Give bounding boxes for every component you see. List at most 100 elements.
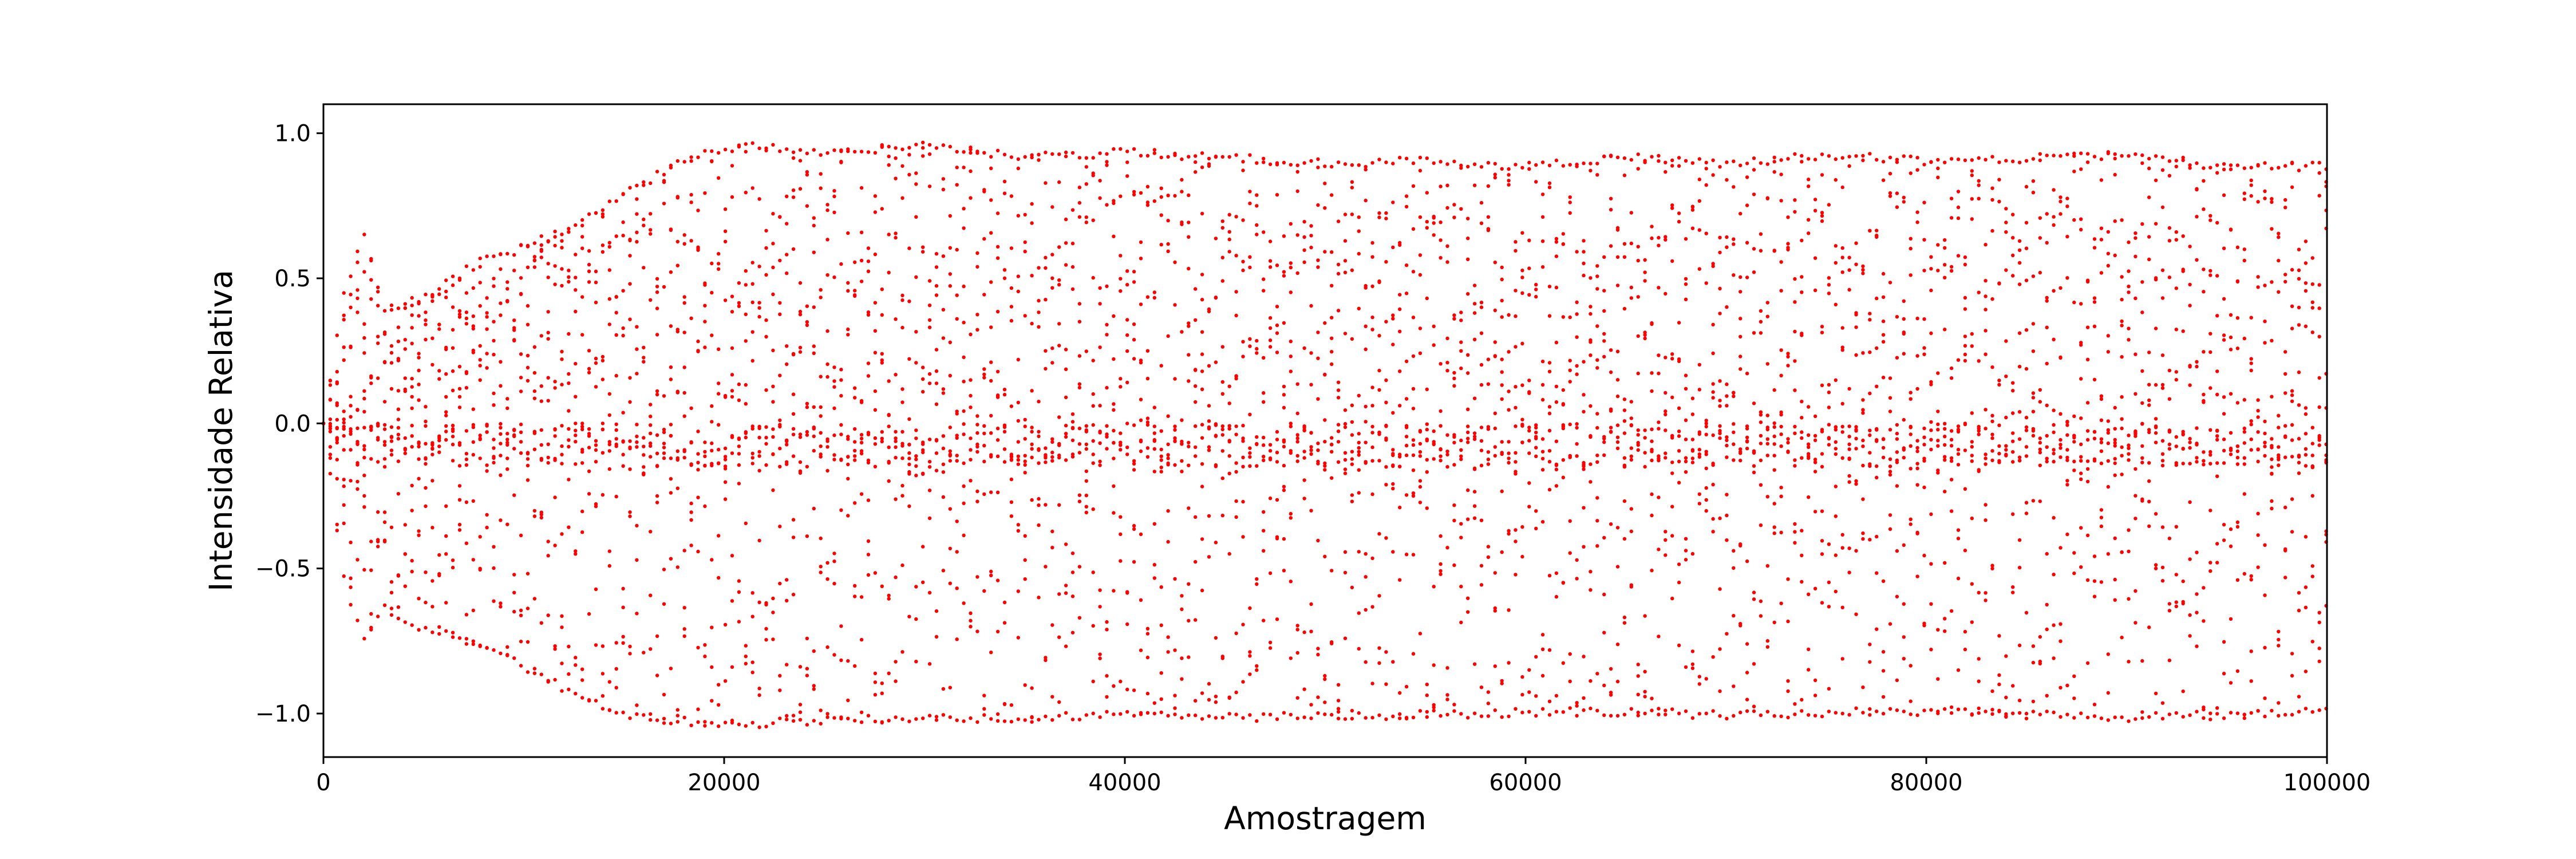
data-point-4892 xyxy=(2283,273,2287,277)
data-point-1345 xyxy=(859,637,864,642)
data-point-3302 xyxy=(1643,336,1647,341)
data-point-4181 xyxy=(1997,199,2001,204)
data-point-130 xyxy=(376,290,380,294)
data-point-4824 xyxy=(2256,164,2260,168)
data-point-3402 xyxy=(1684,549,1688,553)
data-point-4131 xyxy=(1977,590,1981,595)
data-point-3732 xyxy=(1813,438,1818,442)
data-point-4481 xyxy=(2113,441,2117,445)
data-point-4101 xyxy=(1963,334,1967,338)
data-point-3306 xyxy=(1643,436,1647,440)
data-point-56 xyxy=(342,420,346,425)
data-point-2796 xyxy=(1439,447,1443,452)
data-point-1279 xyxy=(832,365,836,369)
data-point-2528 xyxy=(1336,710,1341,714)
data-point-3003 xyxy=(1527,160,1531,165)
data-point-591 xyxy=(560,239,564,243)
data-point-4797 xyxy=(2242,712,2246,716)
data-point-2085 xyxy=(1159,155,1163,160)
data-point-1269 xyxy=(832,148,836,152)
data-point-3383 xyxy=(1677,580,1681,585)
data-point-439 xyxy=(499,301,503,305)
data-point-858 xyxy=(662,430,666,434)
data-point-3624 xyxy=(1772,620,1776,625)
data-point-570 xyxy=(546,455,550,460)
data-point-404 xyxy=(485,296,489,300)
data-point-3468 xyxy=(1711,530,1715,534)
data-point-398 xyxy=(478,358,482,362)
data-point-4130 xyxy=(1977,179,1981,183)
data-point-3903 xyxy=(1881,455,1886,460)
data-point-4894 xyxy=(2283,279,2287,284)
data-point-818 xyxy=(649,530,653,534)
data-point-2152 xyxy=(1180,459,1184,463)
data-point-4378 xyxy=(2072,434,2076,438)
data-point-2060 xyxy=(1145,632,1150,636)
data-point-2205 xyxy=(1207,714,1211,718)
data-point-368 xyxy=(471,268,475,272)
data-point-3616 xyxy=(1772,714,1776,718)
data-point-3518 xyxy=(1732,242,1736,246)
data-point-909 xyxy=(682,456,686,460)
data-point-4762 xyxy=(2229,681,2233,685)
data-point-2974 xyxy=(1514,314,1518,318)
data-point-1881 xyxy=(1077,156,1082,160)
data-point-488 xyxy=(519,664,523,668)
data-point-1179 xyxy=(791,412,796,416)
data-point-1414 xyxy=(887,597,891,601)
data-point-1943 xyxy=(1098,441,1102,445)
data-point-4099 xyxy=(1963,549,1967,553)
data-point-2815 xyxy=(1445,452,1449,456)
data-point-921 xyxy=(689,518,693,522)
data-point-1430 xyxy=(894,679,898,683)
data-point-445 xyxy=(499,601,503,605)
data-point-2290 xyxy=(1241,716,1245,720)
data-point-2429 xyxy=(1295,233,1299,237)
data-point-4087 xyxy=(1956,424,1961,428)
data-point-4891 xyxy=(2283,712,2287,717)
data-point-1640 xyxy=(975,431,979,435)
data-point-4231 xyxy=(2017,248,2022,253)
data-point-3700 xyxy=(1807,157,1811,161)
data-point-660 xyxy=(587,280,591,284)
data-point-58 xyxy=(342,417,346,421)
data-point-969 xyxy=(710,699,714,703)
data-point-2046 xyxy=(1139,397,1143,401)
data-point-2004 xyxy=(1125,283,1129,287)
data-point-2666 xyxy=(1391,245,1395,250)
data-point-28 xyxy=(335,333,339,337)
data-point-2783 xyxy=(1439,714,1443,718)
data-point-1100 xyxy=(764,724,768,728)
data-point-1554 xyxy=(941,387,946,391)
data-point-94 xyxy=(355,426,359,430)
data-point-3683 xyxy=(1800,153,1804,158)
data-point-3997 xyxy=(1922,485,1926,490)
data-point-2988 xyxy=(1520,231,1524,235)
data-point-4617 xyxy=(2167,429,2172,434)
data-point-844 xyxy=(662,172,666,177)
data-point-64 xyxy=(349,305,353,309)
data-point-2379 xyxy=(1275,263,1279,267)
data-point-1037 xyxy=(737,482,741,486)
data-point-4565 xyxy=(2147,430,2151,435)
data-point-1121 xyxy=(771,242,775,246)
data-point-663 xyxy=(587,698,591,702)
data-point-1641 xyxy=(975,450,979,454)
data-point-2991 xyxy=(1520,275,1524,279)
data-point-1248 xyxy=(819,375,823,379)
data-point-3251 xyxy=(1622,431,1627,435)
data-point-3465 xyxy=(1711,322,1715,326)
data-point-2566 xyxy=(1350,212,1354,216)
data-point-3245 xyxy=(1622,242,1627,246)
data-point-2464 xyxy=(1309,234,1313,238)
data-point-3898 xyxy=(1881,446,1886,450)
data-point-1655 xyxy=(982,372,986,376)
data-point-4150 xyxy=(1984,518,1988,522)
data-point-3156 xyxy=(1589,161,1593,166)
data-point-2462 xyxy=(1309,224,1313,228)
data-point-3601 xyxy=(1765,314,1769,318)
data-point-4806 xyxy=(2249,711,2253,715)
data-point-3729 xyxy=(1813,434,1818,438)
data-point-680 xyxy=(594,643,598,647)
data-point-4410 xyxy=(2085,325,2090,329)
